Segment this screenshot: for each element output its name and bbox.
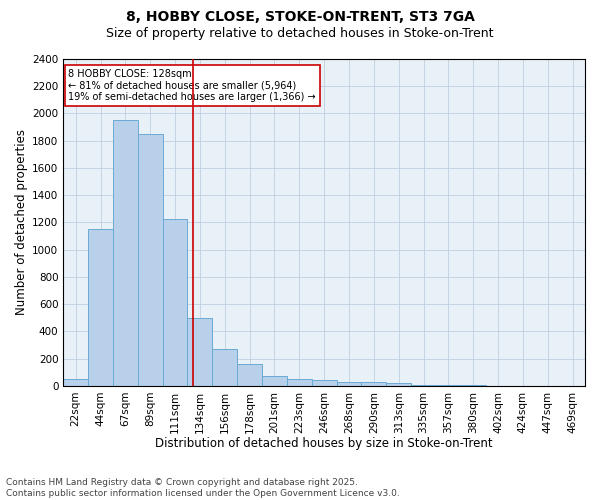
Bar	[113, 120, 138, 386]
Bar	[138, 134, 163, 386]
Bar	[287, 379, 312, 386]
Bar	[63, 379, 88, 386]
Bar	[337, 382, 361, 386]
Bar	[163, 219, 187, 386]
Bar	[312, 380, 337, 386]
Text: Size of property relative to detached houses in Stoke-on-Trent: Size of property relative to detached ho…	[106, 28, 494, 40]
Bar	[237, 364, 262, 386]
Bar	[411, 385, 436, 386]
Bar	[262, 376, 287, 386]
Bar	[361, 382, 386, 386]
Bar	[386, 384, 411, 386]
Bar	[88, 229, 113, 386]
Text: 8 HOBBY CLOSE: 128sqm
← 81% of detached houses are smaller (5,964)
19% of semi-d: 8 HOBBY CLOSE: 128sqm ← 81% of detached …	[68, 69, 316, 102]
Text: 8, HOBBY CLOSE, STOKE-ON-TRENT, ST3 7GA: 8, HOBBY CLOSE, STOKE-ON-TRENT, ST3 7GA	[125, 10, 475, 24]
X-axis label: Distribution of detached houses by size in Stoke-on-Trent: Distribution of detached houses by size …	[155, 437, 493, 450]
Text: Contains HM Land Registry data © Crown copyright and database right 2025.
Contai: Contains HM Land Registry data © Crown c…	[6, 478, 400, 498]
Bar	[212, 349, 237, 386]
Y-axis label: Number of detached properties: Number of detached properties	[15, 130, 28, 316]
Bar	[187, 318, 212, 386]
